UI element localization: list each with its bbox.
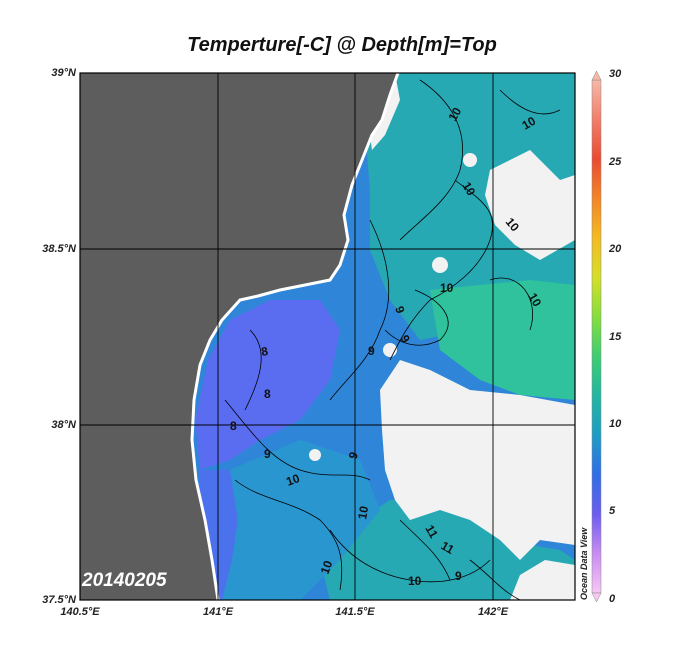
no-data-spot	[432, 257, 448, 273]
contour-label: 8	[264, 387, 271, 401]
cold-water-region	[195, 300, 340, 470]
contour-label: 10	[440, 281, 454, 295]
contour-label: 10	[408, 574, 422, 588]
chart-title: Temperture[-C] @ Depth[m]=Top	[187, 34, 497, 56]
graticule	[80, 73, 575, 600]
no-data-region-northeast	[485, 150, 575, 260]
lon-tick-label: 141.5°E	[335, 606, 375, 618]
colorbar	[591, 70, 602, 603]
colorbar-tick-label: 20	[609, 243, 622, 255]
lon-tick-label: 142°E	[477, 606, 509, 618]
contour-label: 8	[260, 344, 269, 359]
contour-label: 10	[284, 471, 302, 489]
colorbar-tick-label: 0	[609, 593, 616, 605]
warm-water-region	[360, 73, 575, 340]
no-data-region-southeast	[510, 560, 575, 600]
no-data-spot	[463, 153, 477, 167]
colorbar-tick-label: 30	[609, 68, 622, 80]
colorbar-tick-label: 10	[609, 418, 622, 430]
colorbar-gradient	[591, 79, 602, 594]
contour-label: 10	[525, 291, 544, 310]
plot-frame	[79, 72, 576, 601]
no-data-spot	[530, 450, 540, 460]
contour-label: 10	[355, 505, 371, 521]
ocean-data-view-credit: Ocean Data View	[579, 527, 589, 600]
contour-label: 9	[455, 569, 462, 583]
lat-tick-label: 38°N	[51, 419, 76, 431]
contour-label: 8	[230, 419, 237, 433]
coast-outline	[190, 73, 400, 600]
contour-label: 10	[520, 114, 539, 133]
lon-tick-label: 140.5°E	[60, 606, 100, 618]
land-mass	[80, 73, 398, 600]
contour-label: 9	[264, 447, 271, 461]
date-stamp: 20140205	[82, 570, 167, 591]
no-data-spot	[396, 446, 414, 464]
warmer-water-region	[430, 280, 575, 400]
no-data-spot	[309, 449, 321, 461]
contour-label: 9	[392, 304, 408, 315]
lat-tick-label: 39°N	[51, 67, 76, 79]
contour-lines	[224, 79, 561, 600]
contour-label: 10	[459, 180, 478, 199]
contour-label: 9	[368, 344, 375, 358]
colorbar-tick-label: 5	[609, 505, 616, 517]
mid-water-region-south	[220, 440, 380, 600]
colorbar-top-arrow	[591, 70, 602, 81]
lon-tick-label: 141°E	[202, 606, 234, 618]
warm-water-region-south	[320, 500, 575, 600]
contour-label: 10	[445, 105, 464, 124]
no-data-region-east	[380, 360, 575, 560]
contour-label: 10	[318, 558, 336, 576]
contour-label: 9	[346, 450, 362, 461]
lat-tick-label: 38.5°N	[42, 243, 76, 255]
colorbar-tick-label: 15	[609, 331, 622, 343]
colorbar-tick-label: 25	[609, 156, 622, 168]
lat-tick-label: 37.5°N	[42, 594, 76, 606]
colorbar-bottom-arrow	[591, 592, 602, 603]
